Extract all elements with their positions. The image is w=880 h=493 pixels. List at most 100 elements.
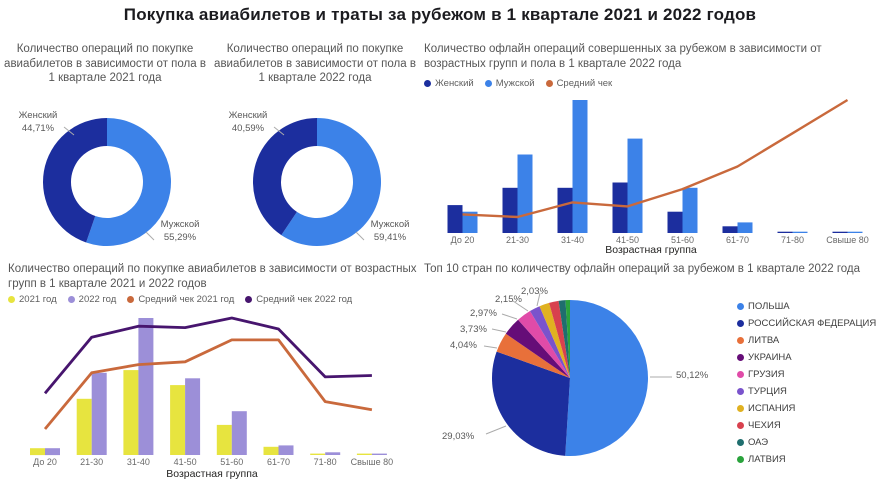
chart-title-offline-by-age: Количество офлайн операций совершенных з… (424, 43, 822, 70)
pie-slice-9[interactable] (565, 300, 570, 378)
donut-slice-female[interactable] (42, 118, 107, 243)
bar-s0-c7[interactable] (356, 453, 372, 455)
legend-item-female[interactable]: Женский (424, 78, 474, 89)
bar-s1-c1[interactable] (517, 154, 533, 234)
pie-callout-spain: 2,03% (521, 286, 548, 297)
chart-title-top10-countries: Топ 10 стран по количеству офлайн операц… (424, 263, 861, 275)
bar-s1-c3[interactable] (185, 378, 201, 455)
bar-s0-c1[interactable] (502, 187, 518, 233)
pie-slice-5[interactable] (529, 306, 570, 378)
legend-label: ТУРЦИЯ (748, 386, 787, 397)
bar-s1-c6[interactable] (325, 452, 341, 455)
donut-label-value: 40,59% (231, 122, 265, 134)
legend-item-spain[interactable]: ИСПАНИЯ (737, 403, 876, 414)
legend-item-georgia[interactable]: ГРУЗИЯ (737, 369, 876, 380)
bar-s1-c3[interactable] (627, 138, 643, 233)
bar-s0-c5[interactable] (263, 446, 279, 455)
pie-slice-8[interactable] (558, 300, 570, 378)
line-s0[interactable] (462, 98, 849, 219)
pie-slice-2[interactable] (496, 333, 570, 378)
bar-s0-c7[interactable] (832, 231, 848, 233)
legend-label: ЛАТВИЯ (748, 454, 786, 465)
legend-item-male[interactable]: Мужской (484, 78, 535, 89)
bar-s1-c4[interactable] (682, 187, 698, 233)
bar-s0-c6[interactable] (310, 453, 326, 455)
x-tick-2: 31-40 (127, 457, 150, 467)
bar-s1-c7[interactable] (371, 453, 387, 455)
bar-s0-c6[interactable] (777, 231, 793, 233)
x-tick-5: 61-70 (267, 457, 290, 467)
donut-slice-male[interactable] (281, 118, 381, 246)
bar-s0-c0[interactable] (30, 448, 45, 456)
legend-item-czechia[interactable]: ЧЕХИЯ (737, 420, 876, 431)
x-tick-6: 71-80 (781, 235, 804, 245)
bar-s1-c5[interactable] (278, 445, 294, 455)
bar-s1-c1[interactable] (91, 372, 107, 455)
bar-s0-c3[interactable] (612, 182, 628, 234)
bar-s1-c4[interactable] (231, 411, 247, 455)
chart-title-gender-2021: Количество операций по покупке авиабилет… (4, 43, 206, 85)
bar-s1-c5[interactable] (737, 222, 753, 233)
legend-item-russia[interactable]: РОССИЙСКАЯ ФЕДЕРАЦИЯ (737, 318, 876, 329)
pie-slice-3[interactable] (505, 319, 570, 378)
legend-item-uae[interactable]: ОАЭ (737, 437, 876, 448)
legend-item-2021[interactable]: 2021 год (8, 294, 57, 305)
label-leader-line (273, 126, 285, 136)
legend-item-ukraine[interactable]: УКРАИНА (737, 352, 876, 363)
legend-item-avg-check-2021[interactable]: Средний чек 2021 год (127, 294, 234, 305)
label-leader-line (501, 313, 518, 320)
legend-item-avg-check[interactable]: Средний чек (545, 78, 612, 89)
bar-s0-c4[interactable] (216, 424, 232, 455)
bar-s0-c0[interactable] (447, 205, 463, 233)
legend-item-turkey[interactable]: ТУРЦИЯ (737, 386, 876, 397)
legend-swatch (737, 371, 744, 378)
bar-s0-c5[interactable] (722, 226, 738, 233)
legend-item-lithuania[interactable]: ЛИТВА (737, 335, 876, 346)
label-leader-line (355, 231, 365, 241)
pie-slice-1[interactable] (492, 351, 570, 456)
donut-label-male-2021: Мужской 55,29% (150, 219, 210, 245)
pie-slice-7[interactable] (549, 300, 570, 378)
legend-item-latvia[interactable]: ЛАТВИЯ (737, 454, 876, 465)
line-s1[interactable] (43, 316, 372, 395)
pie-slice-6[interactable] (539, 302, 570, 378)
legend-tickets-by-age: 2021 год 2022 год Средний чек 2021 год С… (8, 294, 352, 305)
bar-s0-c1[interactable] (76, 398, 92, 455)
x-tick-1: 21-30 (80, 457, 103, 467)
legend-item-poland[interactable]: ПОЛЬША (737, 301, 876, 312)
line-s0[interactable] (43, 338, 373, 430)
legend-swatch-avg-check-2022 (245, 296, 253, 303)
bar-s0-c2[interactable] (557, 187, 573, 233)
x-tick-6: 71-80 (314, 457, 337, 467)
label-leader-line (491, 328, 507, 333)
x-tick-4: 51-60 (220, 457, 243, 467)
bar-s1-c7[interactable] (847, 231, 863, 233)
bar-s1-c6[interactable] (792, 231, 808, 233)
legend-offline-by-age: Женский Мужской Средний чек (424, 78, 612, 89)
legend-label: Женский (435, 78, 474, 89)
legend-item-2022[interactable]: 2022 год (67, 294, 117, 305)
x-tick-7: Свыше 80 (826, 235, 869, 245)
donut-chart-gender-2022 (253, 118, 381, 246)
bar-line-chart-offline-by-age: До 20 21-30 31-40 41-50 51-60 61-70 71-80 Свыше… (447, 98, 869, 245)
label-leader-line (63, 126, 75, 136)
donut-slice-male[interactable] (86, 118, 171, 246)
legend-swatch (737, 354, 744, 361)
x-tick-3: 41-50 (174, 457, 197, 467)
pie-slice-4[interactable] (518, 311, 570, 378)
bar-s0-c2[interactable] (123, 370, 139, 455)
bar-s0-c3[interactable] (170, 385, 186, 455)
donut-slice-female[interactable] (253, 118, 317, 236)
legend-label: ЛИТВА (748, 335, 780, 346)
legend-label: Мужской (495, 78, 535, 89)
donut-label-female-2022: Женский 40,59% (218, 110, 278, 136)
bar-s1-c2[interactable] (572, 100, 588, 233)
legend-item-avg-check-2022[interactable]: Средний чек 2022 год (245, 294, 352, 305)
bar-s1-c0[interactable] (45, 448, 60, 456)
bar-line-chart-tickets-by-age: До 20 21-30 31-40 41-50 51-60 61-70 71-80 Свыше… (30, 316, 393, 467)
bar-s1-c0[interactable] (462, 211, 478, 233)
bar-s0-c4[interactable] (667, 211, 683, 233)
bar-s1-c2[interactable] (138, 318, 154, 455)
legend-label: 2022 год (78, 294, 117, 305)
pie-slice-0[interactable] (565, 300, 648, 456)
